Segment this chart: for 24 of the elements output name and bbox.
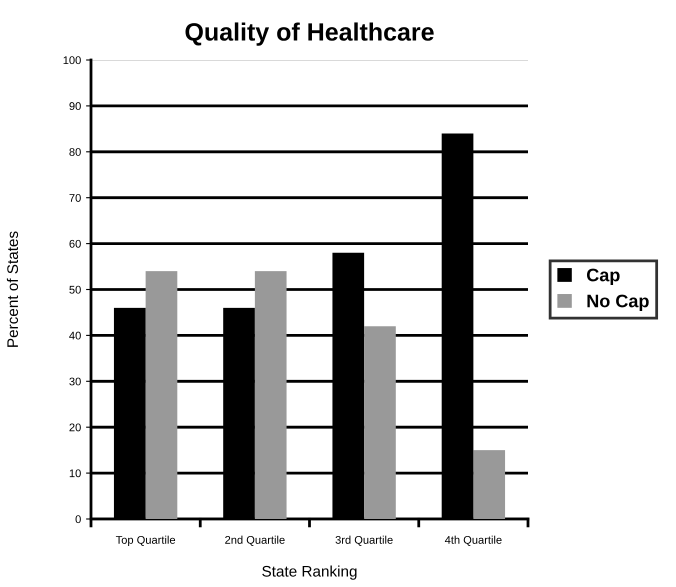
legend-label: Cap <box>586 268 620 285</box>
x-tick-label: 3rd Quartile <box>336 536 393 546</box>
legend-label: No Cap <box>587 294 649 311</box>
y-tick-label: 20 <box>69 423 81 432</box>
y-tick-label: 40 <box>69 332 81 340</box>
bar <box>473 450 506 519</box>
y-tick-label: 80 <box>69 148 81 156</box>
y-tick-label: 100 <box>64 56 81 64</box>
y-tick-label: 50 <box>69 286 81 294</box>
bar <box>146 271 178 519</box>
x-tick-label: 2nd Quartile <box>225 536 285 546</box>
x-axis-title: State Ranking <box>262 565 357 580</box>
y-tick-label: 30 <box>69 378 81 386</box>
y-tick-label: 60 <box>69 240 81 248</box>
bar <box>364 326 396 519</box>
bar <box>254 271 287 519</box>
chart-title: Quality of Healthcare <box>186 22 434 46</box>
y-tick-label: 10 <box>70 469 81 478</box>
y-axis-title: Percent of States <box>6 231 18 347</box>
x-tick-label: Top Quartile <box>116 536 176 546</box>
y-tick-label: 0 <box>76 515 81 524</box>
x-tick-label: 4th Quartile <box>444 536 502 546</box>
y-tick-label: 70 <box>69 194 81 202</box>
y-tick-label: 90 <box>69 102 81 110</box>
